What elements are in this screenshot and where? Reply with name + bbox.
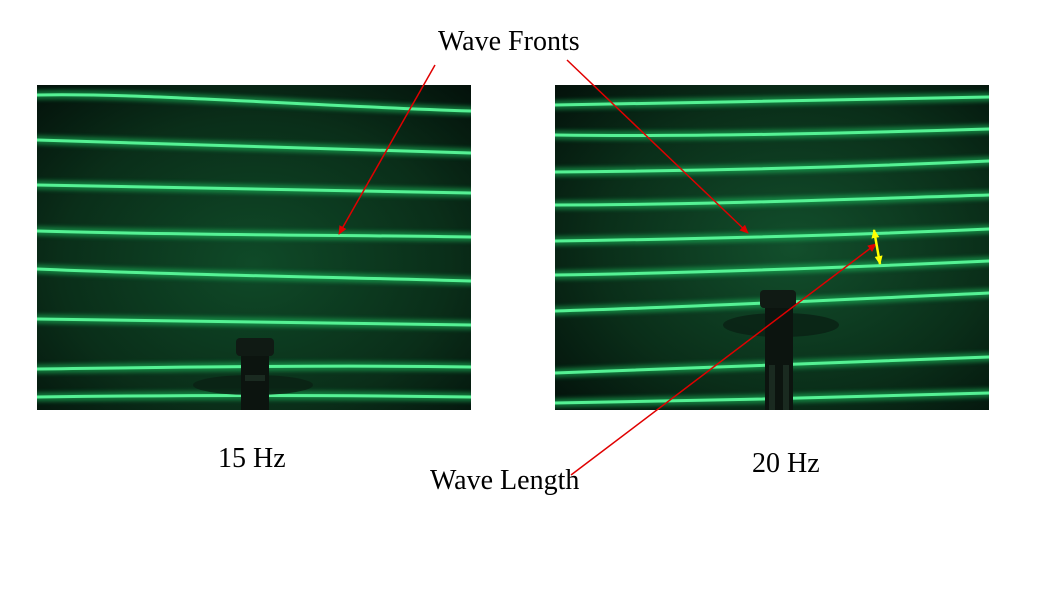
caption-15hz: 15 Hz: [218, 443, 286, 474]
wave-fronts-label: Wave Fronts: [438, 26, 580, 57]
ripple-tank-photo-20hz: [555, 85, 989, 410]
wave-length-label: Wave Length: [430, 465, 580, 496]
ripple-tank-photo-15hz: [37, 85, 471, 410]
vibrator-probe-icon: [193, 338, 313, 410]
ripple-tank-image-15hz: [37, 85, 471, 410]
caption-20hz: 20 Hz: [752, 448, 820, 479]
ripple-tank-image-20hz: [555, 85, 989, 410]
